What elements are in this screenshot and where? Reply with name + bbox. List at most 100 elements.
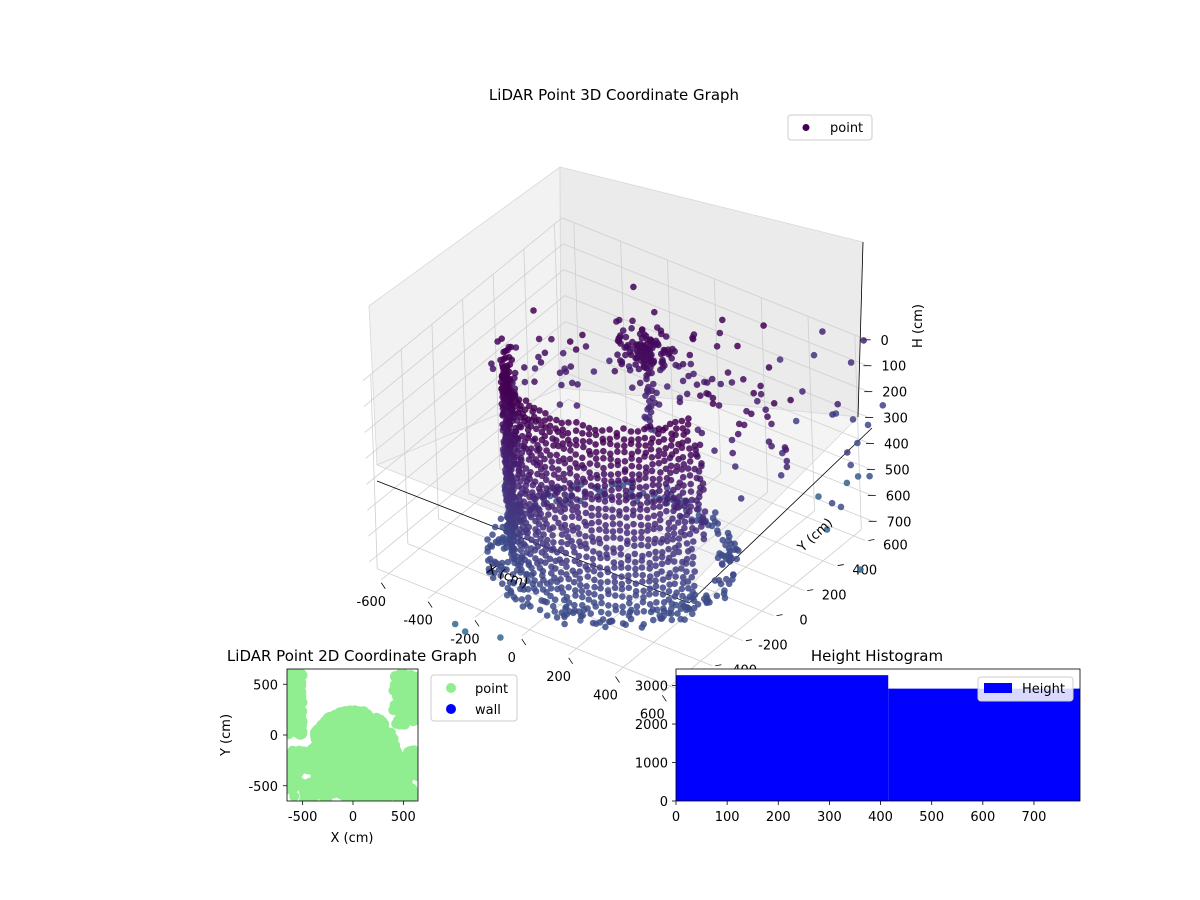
plot2d-xtick-label: 500 xyxy=(391,810,416,825)
plot3d-point xyxy=(563,557,570,565)
plot3d-point xyxy=(549,532,556,539)
plot2d-point xyxy=(352,761,363,772)
plot3d-point xyxy=(550,442,557,449)
plot2d-point xyxy=(322,766,333,777)
plot3d-point xyxy=(665,351,672,358)
plot3d-point xyxy=(520,586,527,593)
plot2d-point xyxy=(302,764,313,775)
plot3d-point xyxy=(655,459,663,467)
plot3d-point xyxy=(646,565,653,572)
plot3d-point xyxy=(551,596,559,603)
plot3d-point xyxy=(616,508,623,515)
plot3d-point xyxy=(655,401,663,408)
plot3d-point xyxy=(711,577,719,584)
plot3d-point xyxy=(708,375,716,383)
plot3d-point xyxy=(564,533,572,541)
plot3d-point xyxy=(624,564,632,572)
plot2d-point xyxy=(391,787,402,798)
plot3d-point xyxy=(670,558,678,565)
plot3d-point xyxy=(642,483,650,491)
plot3d-point xyxy=(648,454,656,461)
plot3d-point xyxy=(518,449,526,457)
plot3d-point xyxy=(647,408,655,416)
plot3d-zlabel: H (cm) xyxy=(911,304,926,348)
plot3d-point xyxy=(703,599,711,607)
plot3d-point xyxy=(638,624,646,631)
plot3d-gridline-y xyxy=(523,249,835,566)
plot3d-point xyxy=(579,454,586,462)
plot3d-point xyxy=(592,431,600,439)
plot3d-point xyxy=(501,394,509,402)
plot3d-point xyxy=(484,548,491,555)
plot3d-point xyxy=(528,564,535,572)
plot3d-point xyxy=(629,492,637,500)
histogram-xtick-label: 700 xyxy=(1022,810,1047,825)
plot3d-point xyxy=(525,559,532,566)
plot3d-point xyxy=(611,573,618,580)
plot3d-point xyxy=(679,473,687,481)
plot3d-point xyxy=(561,505,569,513)
plot3d-point xyxy=(620,436,628,443)
plot3d-point xyxy=(567,485,575,493)
plot3d-point xyxy=(568,537,575,545)
plot3d-point xyxy=(823,526,831,533)
plot3d-point xyxy=(864,421,872,429)
plot3d-point xyxy=(536,407,543,414)
plot3d-xtick xyxy=(661,695,667,702)
plot3d-point xyxy=(634,448,642,455)
plot3d-point xyxy=(591,591,598,598)
plot3d-point xyxy=(579,438,587,445)
plot3d-point xyxy=(665,545,672,553)
plot3d-point xyxy=(630,507,637,514)
plot2d-point xyxy=(338,769,349,780)
plot3d-point xyxy=(541,463,549,471)
plot3d-point xyxy=(582,343,590,350)
plot3d-point xyxy=(615,477,622,484)
plot3d-xtick-label: 0 xyxy=(508,651,516,666)
plot3d-point xyxy=(628,450,636,458)
plot3d-point xyxy=(557,569,565,576)
plot2d-point xyxy=(332,786,343,797)
plot3d-point xyxy=(600,455,607,462)
plot3d-point xyxy=(546,555,554,563)
plot3d-point xyxy=(534,528,542,536)
plot3d-point xyxy=(531,577,538,584)
plot3d-point xyxy=(656,510,664,518)
plot3d-point xyxy=(543,447,550,454)
plot3d-point xyxy=(676,512,684,520)
plot3d-points xyxy=(451,283,887,641)
plot3d-point xyxy=(570,543,577,551)
plot3d-ytick-label: -200 xyxy=(758,639,788,654)
plot3d-point xyxy=(641,413,648,421)
plot3d-ticks: -600-400-2000200400600-600-400-200020040… xyxy=(357,334,912,723)
plot3d-point xyxy=(734,430,742,438)
plot3d-point xyxy=(556,369,564,377)
plot3d-gridline-y xyxy=(400,349,713,667)
plot3d-point xyxy=(578,462,586,469)
plot3d-point xyxy=(685,372,692,380)
plot3d-point xyxy=(622,333,630,341)
plot3d-point xyxy=(662,424,669,432)
plot3d-point xyxy=(654,324,661,331)
plot3d-point xyxy=(659,591,667,598)
plot2d-point xyxy=(388,735,398,746)
plot3d-point xyxy=(525,594,532,601)
plot3d-point xyxy=(581,501,589,508)
plot2d-point xyxy=(343,711,354,722)
plot3d-point xyxy=(679,592,686,600)
plot3d-point xyxy=(628,436,635,444)
plot3d-gridline-z xyxy=(362,217,867,381)
plot3d-point xyxy=(714,554,722,562)
plot3d-point xyxy=(579,593,586,601)
plot3d-point xyxy=(622,506,630,513)
plot3d-point xyxy=(672,418,679,426)
plot3d-point xyxy=(567,447,574,454)
plot2d-legend-wall-label: wall xyxy=(475,703,501,718)
plot3d-point xyxy=(688,573,696,581)
plot3d-point xyxy=(556,556,563,563)
plot3d-point xyxy=(633,609,641,616)
plot3d-point xyxy=(617,544,624,552)
plot3d-point xyxy=(513,460,520,468)
plot3d-point xyxy=(646,601,654,608)
plot3d-point xyxy=(724,529,732,537)
